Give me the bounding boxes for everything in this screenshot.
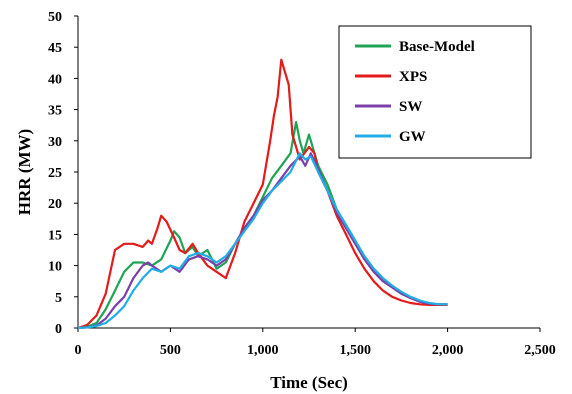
series-line-sw [77, 152, 448, 330]
y-tick-label: 5 [55, 291, 62, 306]
y-tick-label: 0 [55, 322, 62, 337]
series-line-gw [77, 152, 448, 330]
x-tick-label: 1,500 [339, 343, 371, 358]
x-tick-label: 1,000 [247, 343, 279, 358]
legend-label: GW [399, 129, 426, 145]
y-tick-label: 50 [48, 10, 62, 25]
series-line-xps [77, 58, 448, 330]
x-tick-label: 0 [75, 343, 82, 358]
y-tick-label: 30 [48, 135, 62, 150]
y-axis-title: HRR (MW) [15, 129, 34, 215]
legend-label: Base-Model [399, 39, 475, 55]
y-tick-label: 20 [48, 197, 62, 212]
y-tick-label: 45 [48, 41, 62, 56]
x-axis-title: Time (Sec) [270, 373, 348, 392]
y-tick-label: 10 [48, 260, 62, 275]
x-tick-label: 2,000 [432, 343, 464, 358]
x-tick-label: 500 [160, 343, 181, 358]
y-tick-label: 15 [48, 228, 62, 243]
y-tick-label: 35 [48, 104, 62, 119]
series-layer [77, 58, 448, 330]
legend-label: SW [399, 99, 422, 115]
y-tick-label: 40 [48, 72, 62, 87]
legend: Base-Model XPS SW GW [338, 25, 532, 159]
y-tick-label: 25 [48, 166, 62, 181]
x-tick-label: 2,500 [524, 343, 556, 358]
legend-label: XPS [399, 69, 427, 85]
